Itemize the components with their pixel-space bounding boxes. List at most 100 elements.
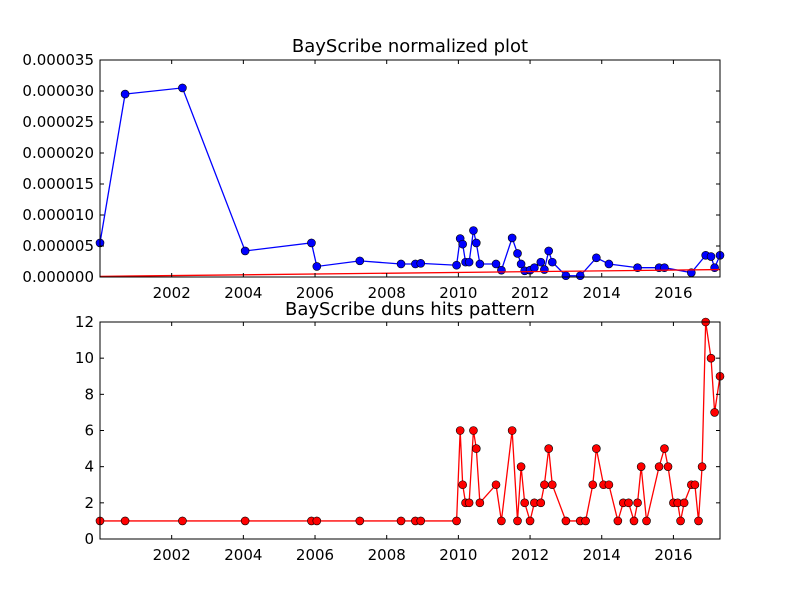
- data-point: [469, 226, 478, 235]
- chart-title: BayScribe duns hits pattern: [285, 299, 535, 320]
- data-point: [507, 426, 517, 435]
- data-point: [592, 444, 601, 453]
- y-tick-label: 12: [75, 313, 94, 331]
- data-point: [464, 498, 474, 508]
- data-point: [455, 426, 465, 435]
- data-point: [544, 246, 553, 256]
- data-point: [491, 480, 501, 490]
- data-point: [530, 263, 539, 273]
- data-point: [307, 238, 316, 248]
- x-tick-label: 2012: [511, 546, 549, 564]
- data-point: [706, 353, 716, 363]
- data-point: [710, 408, 719, 417]
- data-point: [706, 252, 716, 261]
- data-point: [178, 516, 187, 526]
- data-point: [178, 83, 187, 93]
- data-point: [355, 256, 365, 266]
- data-point: [312, 262, 322, 271]
- data-point: [588, 480, 598, 490]
- data-point: [660, 444, 669, 453]
- x-tick-label: 2002: [153, 284, 191, 302]
- data-point: [694, 516, 703, 526]
- data-point: [491, 259, 501, 269]
- data-point: [516, 462, 526, 471]
- data-point: [536, 257, 546, 267]
- data-point: [120, 516, 130, 526]
- data-point: [624, 498, 633, 508]
- data-point: [679, 498, 689, 508]
- x-tick-label: 2004: [224, 284, 262, 302]
- data-point: [396, 516, 406, 526]
- data-point: [690, 480, 700, 490]
- data-point: [642, 516, 651, 526]
- y-tick-label: 0: [84, 530, 94, 548]
- data-point: [663, 462, 673, 471]
- data-point: [497, 516, 506, 526]
- x-tick-label: 2008: [368, 284, 406, 302]
- data-point: [507, 233, 517, 243]
- data-point: [513, 249, 522, 258]
- data-point: [633, 498, 642, 508]
- data-point: [396, 259, 406, 269]
- data-point: [547, 257, 557, 267]
- chart-duns-hits: BayScribe duns hits pattern 2002 2004 2006…: [75, 299, 725, 564]
- x-tick-label: 2014: [583, 546, 621, 564]
- series-line: [99, 268, 721, 278]
- data-point: [540, 480, 549, 490]
- data-point: [581, 516, 590, 526]
- data-point: [458, 239, 467, 249]
- data-point: [676, 516, 685, 526]
- y-tick-label: 8: [84, 385, 94, 403]
- data-point: [469, 426, 478, 435]
- x-tick-label: 2014: [583, 284, 621, 302]
- y-tick-label: 2: [84, 494, 94, 512]
- data-point: [513, 516, 522, 526]
- chart-title: BayScribe normalized plot: [292, 36, 528, 57]
- data-point: [458, 480, 467, 490]
- plot-area: [95, 317, 725, 526]
- x-tick-label: 2010: [439, 546, 477, 564]
- x-tick-label: 2004: [224, 546, 262, 564]
- y-tick-label: 0.000015: [22, 175, 94, 193]
- y-tick-label: 0.000005: [22, 237, 94, 255]
- data-point: [452, 516, 461, 526]
- x-tick-label: 2008: [368, 546, 406, 564]
- chart-normalized: BayScribe normalized plot 2002 2004 2006 20…: [22, 36, 725, 302]
- data-point: [561, 516, 571, 526]
- data-point: [636, 462, 646, 471]
- data-point: [575, 271, 585, 281]
- y-tick-label: 0.000000: [22, 268, 94, 286]
- y-tick-label: 0.000035: [22, 51, 94, 69]
- data-point: [497, 265, 506, 275]
- x-tick-label: 2002: [153, 546, 191, 564]
- data-point: [654, 462, 664, 471]
- y-tick-label: 0.000020: [22, 144, 94, 162]
- x-tick-label: 2016: [654, 546, 692, 564]
- data-point: [525, 516, 535, 526]
- data-point: [475, 498, 485, 508]
- data-point: [536, 498, 546, 508]
- data-point: [710, 263, 719, 273]
- data-point: [312, 516, 322, 526]
- data-point: [613, 516, 623, 526]
- data-point: [471, 238, 481, 248]
- plot-area: [95, 83, 725, 281]
- data-point: [520, 498, 529, 508]
- data-point: [471, 444, 481, 453]
- data-point: [697, 462, 707, 471]
- y-tick-label: 6: [84, 422, 94, 440]
- data-point: [240, 246, 250, 256]
- data-point: [544, 444, 553, 453]
- x-tick-label: 2016: [654, 284, 692, 302]
- x-tick-label: 2010: [439, 284, 477, 302]
- data-point: [240, 516, 250, 526]
- data-point: [604, 259, 614, 269]
- x-tick-label: 2006: [296, 284, 334, 302]
- axes-frame: [99, 59, 721, 278]
- data-point: [547, 480, 557, 490]
- data-point: [452, 260, 461, 270]
- data-point: [592, 253, 601, 263]
- data-point: [516, 259, 526, 269]
